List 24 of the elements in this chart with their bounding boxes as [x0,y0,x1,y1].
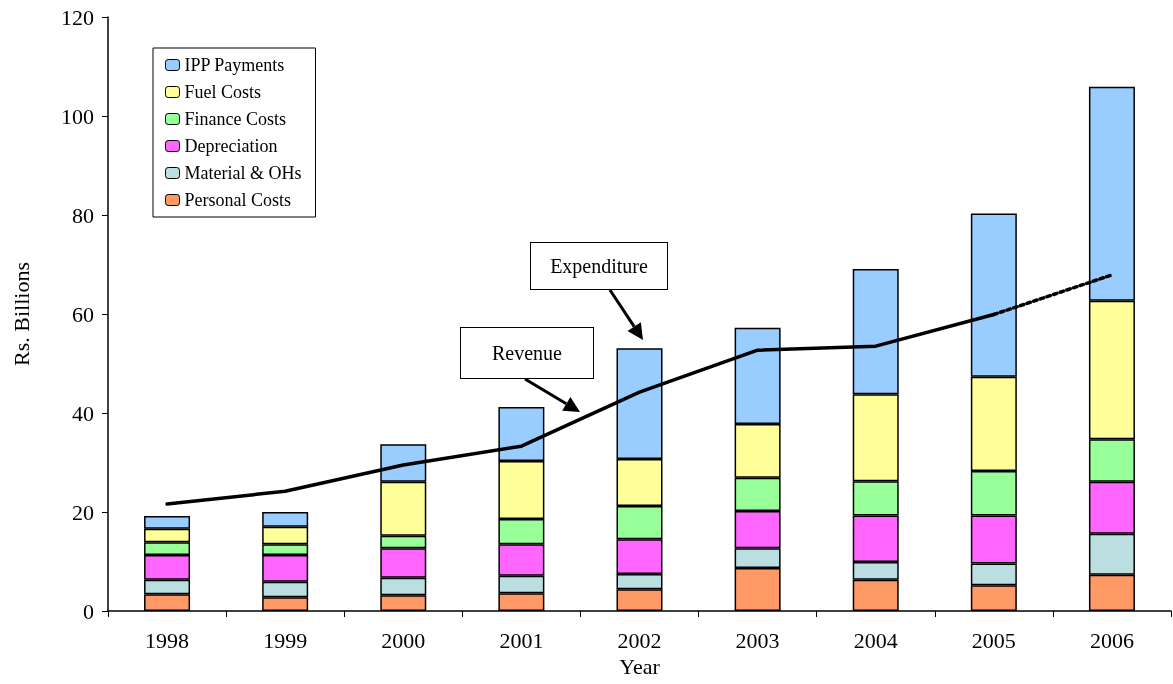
x-tick-label: 2006 [1089,627,1134,653]
x-tick-label: 2001 [499,627,544,653]
y-tick-label: 120 [61,4,94,30]
y-tick-label: 60 [72,301,94,327]
x-tick-label: 2000 [381,627,426,653]
legend-label: Depreciation [184,136,278,156]
x-tick-label: 2004 [853,627,898,653]
legend-label: IPP Payments [184,55,285,75]
x-axis-title: Year [619,654,661,680]
y-tick-label: 100 [61,103,94,129]
x-tick-label: 2005 [971,627,1016,653]
legend-label: Finance Costs [184,109,286,129]
y-axis-title: Rs. Billions [8,262,34,366]
legend-label: Fuel Costs [184,82,262,102]
x-tick-label: 2003 [735,627,780,653]
x-tick-label: 2002 [617,627,662,653]
x-tick-label: 1999 [263,627,308,653]
legend-label: Personal Costs [184,190,292,210]
y-tick-label: 40 [72,400,94,426]
x-tick-label: 1998 [145,627,190,653]
y-tick-label: 20 [72,499,94,525]
y-tick-label: 0 [83,598,94,624]
y-tick-label: 80 [72,202,94,228]
legend-label: Material & OHs [184,163,302,183]
